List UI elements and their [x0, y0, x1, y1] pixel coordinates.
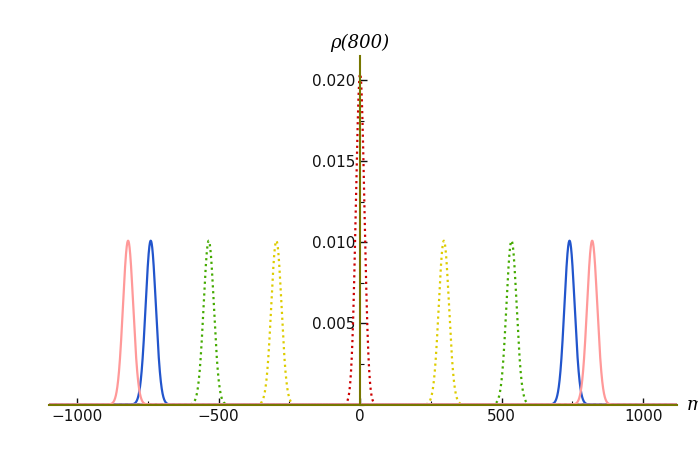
Text: ρ(800): ρ(800): [331, 34, 389, 53]
Text: m: m: [686, 396, 698, 413]
